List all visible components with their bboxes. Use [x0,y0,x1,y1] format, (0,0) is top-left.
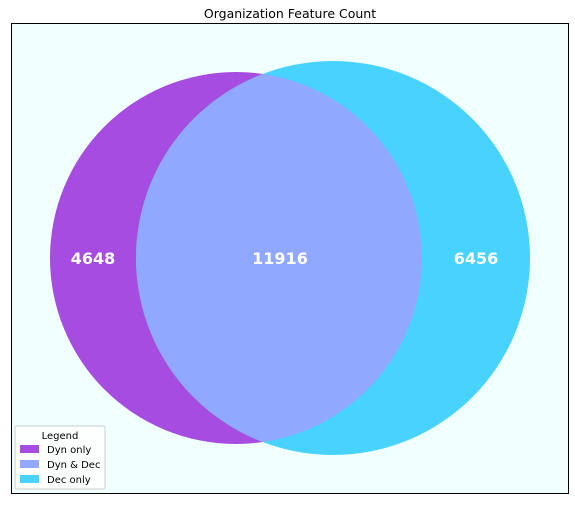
venn-label-dec-only: 6456 [454,249,499,268]
venn-label-dyn-and-dec: 11916 [252,249,308,268]
legend-title: Legend [42,431,79,442]
venn-label-dyn-only: 4648 [71,249,116,268]
venn-region-dyn-and-dec [136,72,422,444]
legend-swatch-dyn-only [20,445,39,453]
legend: Legend Dyn only Dyn & Dec Dec only [14,425,106,490]
legend-box [14,425,106,490]
legend-swatch-dyn-and-dec [20,460,39,468]
legend-label-dec-only: Dec only [47,475,91,486]
legend-label-dyn-and-dec: Dyn & Dec [47,460,100,471]
legend-label-dyn-only: Dyn only [47,445,91,456]
legend-swatch-dec-only [20,475,39,483]
chart-title: Organization Feature Count [204,6,376,21]
